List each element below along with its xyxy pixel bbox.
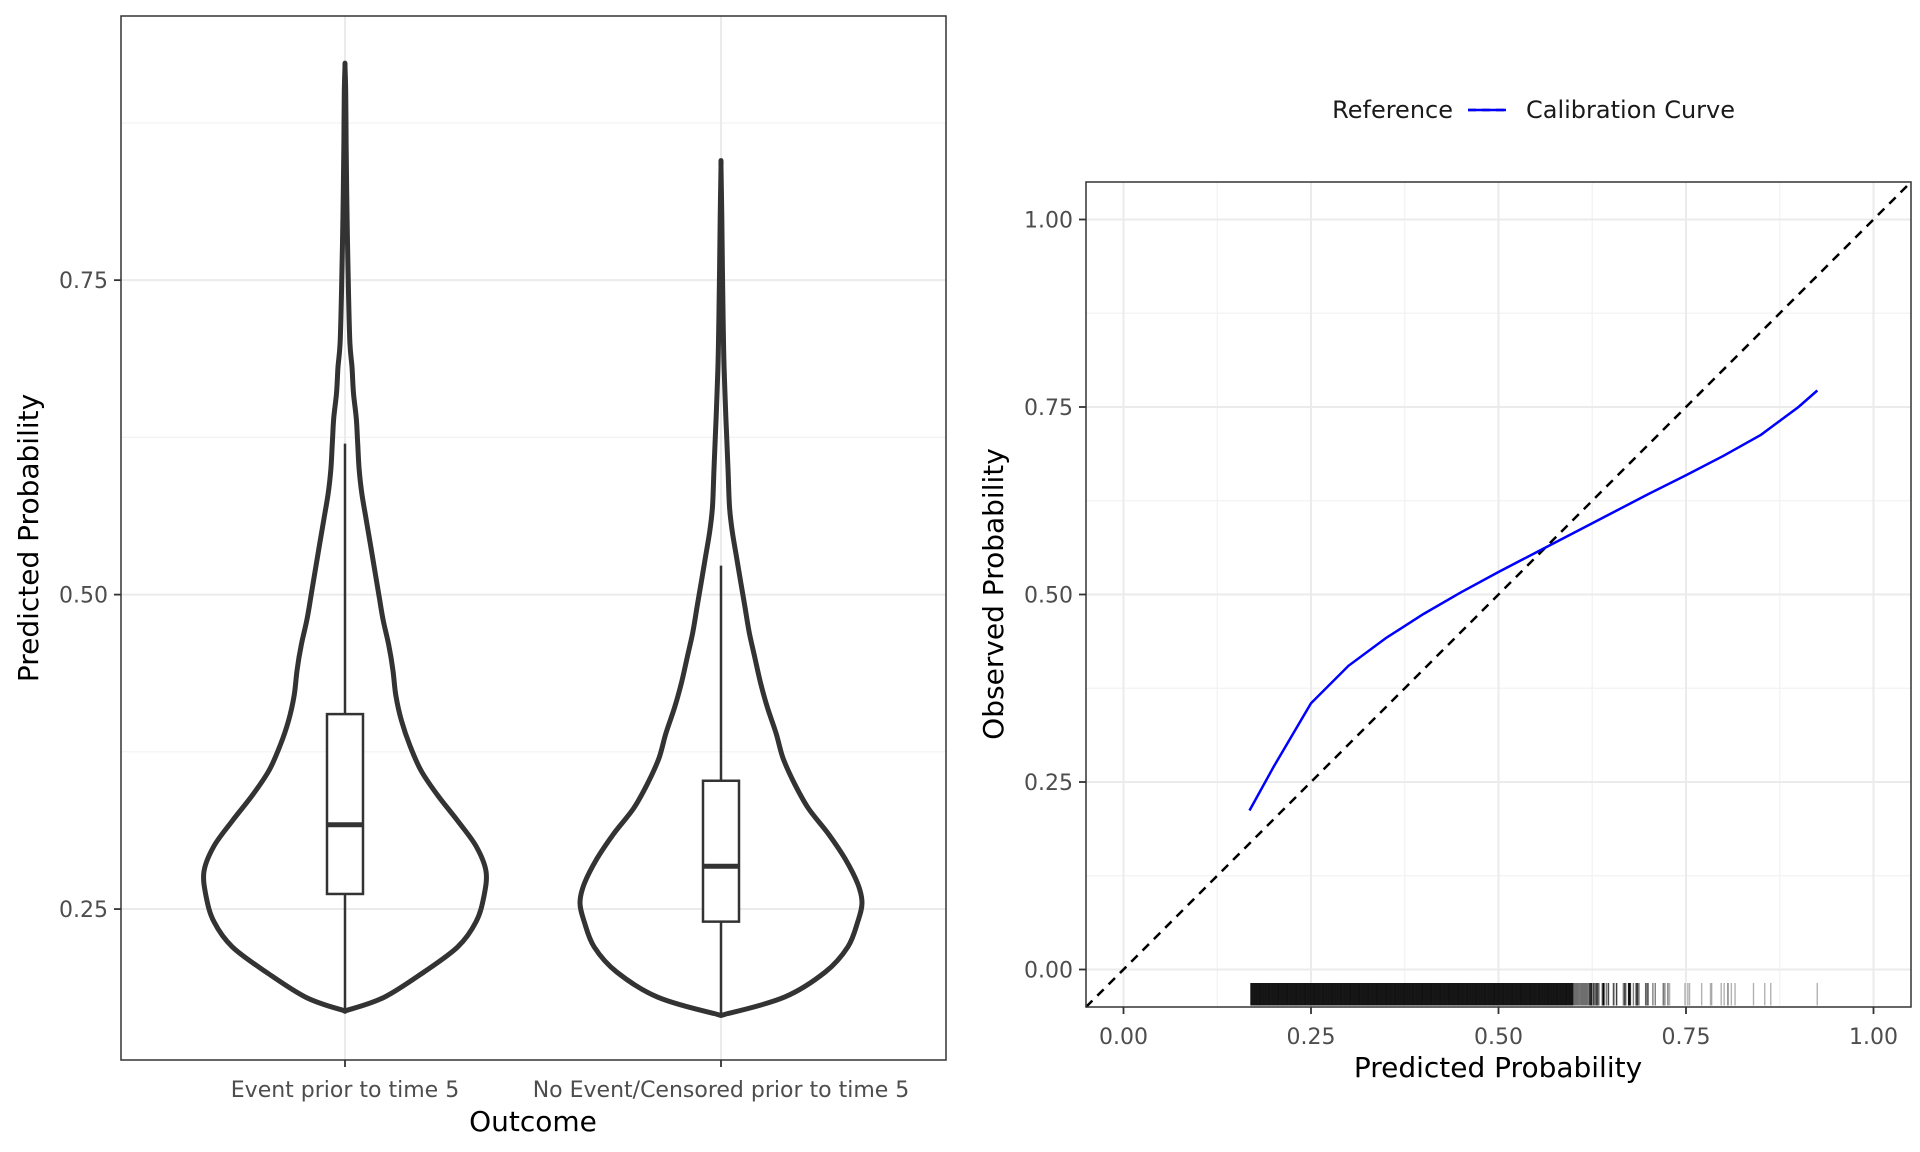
calibration-x-axis-title: Predicted Probability <box>1354 1051 1642 1084</box>
violin-y-axis-ticks: 0.25 0.50 0.75 <box>59 269 121 923</box>
legend-label-calibration: Calibration Curve <box>1526 96 1735 124</box>
calibration-y-tick-label: 0.00 <box>1024 959 1073 984</box>
calibration-legend: Reference Calibration Curve <box>1332 96 1735 124</box>
violin-boxplots <box>325 443 741 1014</box>
calibration-y-tick-label: 0.75 <box>1024 396 1073 421</box>
violin-x-tick-label: No Event/Censored prior to time 5 <box>533 1078 910 1103</box>
calibration-y-axis-ticks: 0.00 0.25 0.50 0.75 1.00 <box>1024 209 1086 984</box>
calibration-rug <box>1250 983 1818 1006</box>
violin-y-tick-label: 0.50 <box>59 584 108 609</box>
calibration-y-tick-label: 0.25 <box>1024 771 1073 796</box>
violin-shape-event <box>201 60 489 1014</box>
calibration-x-tick-label: 1.00 <box>1849 1025 1898 1050</box>
violin-x-tick-label: Event prior to time 5 <box>231 1078 459 1103</box>
violin-panel: 0.25 0.50 0.75 Event prior to time 5 No Eve… <box>12 15 947 1138</box>
calibration-x-tick-label: 0.00 <box>1099 1025 1148 1050</box>
violin-panel-border <box>120 15 947 1061</box>
calibration-y-tick-label: 0.50 <box>1024 584 1073 609</box>
legend-label-reference: Reference <box>1332 96 1453 124</box>
calibration-x-tick-label: 0.50 <box>1474 1025 1523 1050</box>
violin-shapes <box>201 60 865 1018</box>
calibration-x-tick-label: 0.75 <box>1662 1025 1711 1050</box>
calibration-x-tick-label: 0.25 <box>1287 1025 1336 1050</box>
violin-y-tick-label: 0.75 <box>59 269 108 294</box>
calibration-x-axis-ticks: 0.00 0.25 0.50 0.75 1.00 <box>1099 1007 1898 1050</box>
violin-y-axis-title: Predicted Probability <box>12 394 45 682</box>
violin-x-axis-title: Outcome <box>469 1105 597 1138</box>
violin-y-tick-label: 0.25 <box>59 898 108 923</box>
calibration-series <box>1085 181 1912 1008</box>
box-no-event <box>701 779 741 923</box>
calibration-gridlines <box>1086 182 1911 1007</box>
box-event <box>325 712 365 896</box>
violin-x-axis-ticks: Event prior to time 5 No Event/Censored p… <box>231 1060 909 1103</box>
reference-line <box>1085 181 1912 1008</box>
violin-shape-no-event <box>577 158 865 1018</box>
calibration-curve <box>1248 389 1819 812</box>
calibration-y-axis-title: Observed Probability <box>977 448 1010 740</box>
calibration-panel: Reference Calibration Curve 0.00 0.25 0.50… <box>977 96 1912 1084</box>
calibration-y-tick-label: 1.00 <box>1024 209 1073 234</box>
